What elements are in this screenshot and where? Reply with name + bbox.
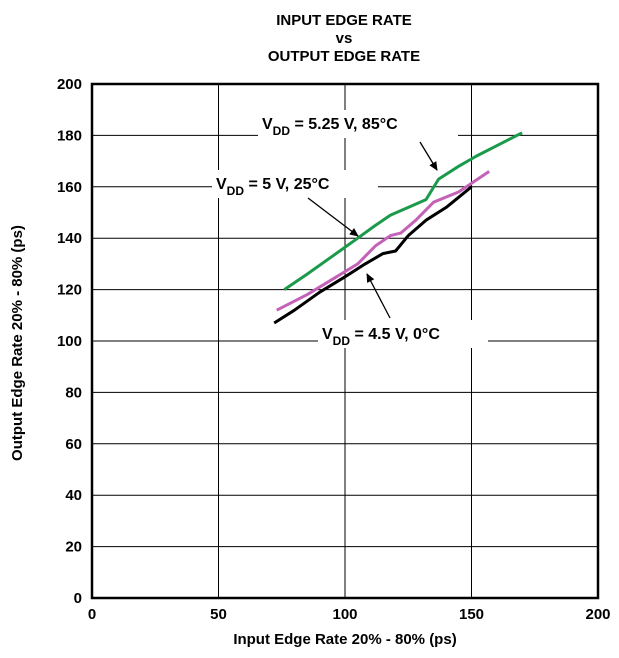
chart-title-line-1: INPUT EDGE RATE [276, 12, 412, 29]
x-axis-label: Input Edge Rate 20% - 80% (ps) [233, 631, 456, 648]
y-tick-label: 160 [57, 179, 82, 196]
annotation-subscript: DD [273, 124, 291, 138]
annotation-subscript: DD [227, 184, 245, 198]
y-tick-label: 80 [65, 384, 82, 401]
annotation-main: V [262, 116, 273, 133]
series-line-2 [276, 170, 491, 312]
x-tick-label: 50 [210, 606, 227, 623]
chart-title-line-3: OUTPUT EDGE RATE [268, 48, 420, 65]
x-tick-label: 0 [88, 606, 96, 623]
y-tick-label: 40 [65, 487, 82, 504]
annotation-rest: = 5 V, 25°C [244, 176, 330, 193]
tick-labels: 0 50 100 150 200 0 20 40 60 80 100 120 140 160 180 200 [57, 76, 611, 623]
annotation-label: VDD = 5.25 V, 85°C [262, 116, 398, 138]
y-tick-label: 100 [57, 333, 82, 350]
y-tick-label: 200 [57, 76, 82, 93]
y-tick-label: 20 [65, 539, 82, 556]
annotation-rest: = 5.25 V, 85°C [290, 116, 398, 133]
annotation-arrow [307, 197, 359, 237]
gridlines [92, 84, 598, 598]
annotation-label: VDD = 4.5 V, 0°C [322, 326, 440, 348]
annotation-main: V [216, 176, 227, 193]
annotation-label: VDD = 5 V, 25°C [216, 176, 330, 198]
annotation-arrow [419, 141, 438, 171]
annotation-background [212, 170, 378, 198]
annotation-background [318, 320, 488, 348]
series-line-3 [273, 185, 473, 325]
chart-title-line-2: vs [336, 30, 353, 47]
plot-frame [90, 82, 600, 600]
annotation-1: VDD = 5.25 V, 85°C [258, 110, 458, 171]
annotation-subscript: DD [333, 334, 351, 348]
chart-title: INPUT EDGE RATE vs OUTPUT EDGE RATE [268, 12, 420, 65]
y-tick-label: 120 [57, 282, 82, 299]
x-tick-label: 150 [459, 606, 484, 623]
y-tick-label: 140 [57, 230, 82, 247]
y-axis-label: Output Edge Rate 20% - 80% (ps) [9, 225, 26, 461]
annotation-main: V [322, 326, 333, 343]
y-tick-label: 180 [57, 127, 82, 144]
series-line-1 [283, 131, 523, 291]
annotation-background [258, 110, 458, 138]
series-lines [273, 131, 523, 325]
x-tick-label: 100 [332, 606, 357, 623]
x-tick-label: 200 [585, 606, 610, 623]
annotation-arrow [366, 273, 391, 319]
y-tick-label: 0 [74, 590, 82, 607]
annotation-rest: = 4.5 V, 0°C [350, 326, 440, 343]
annotation-3: VDD = 4.5 V, 0°C [318, 273, 488, 348]
annotation-2: VDD = 5 V, 25°C [212, 170, 378, 237]
y-tick-label: 60 [65, 436, 82, 453]
